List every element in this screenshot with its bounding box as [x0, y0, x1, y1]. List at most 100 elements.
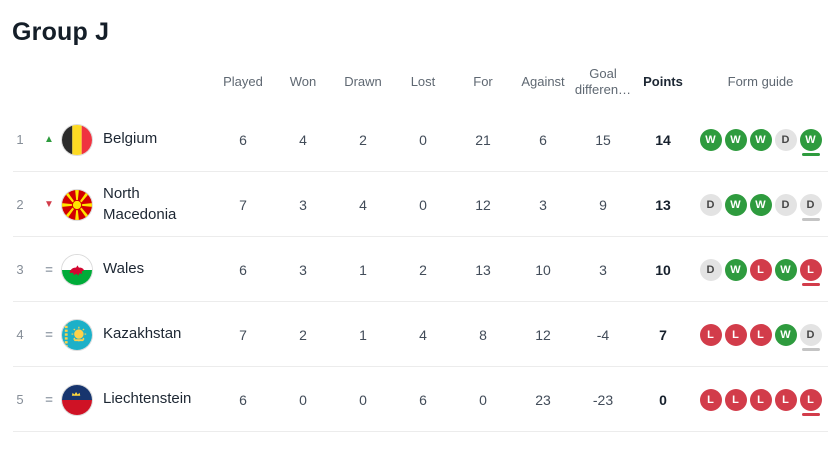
stat-goal-difference: -4	[596, 326, 610, 343]
form-pill-3[interactable]: W	[749, 193, 772, 216]
movement-equal-icon: =	[45, 392, 53, 407]
stat-drawn: 2	[359, 131, 367, 148]
team-name[interactable]: Liechtenstein	[103, 390, 192, 408]
team-row-belgium[interactable]: 1 ▲ Belgium 6 4 2 0 21 6 15 14 W W W D W	[0, 107, 828, 172]
stat-goal-difference: 9	[599, 196, 607, 213]
team-name[interactable]: Wales	[103, 260, 145, 278]
form-pill-2[interactable]: L	[724, 388, 747, 411]
col-header-played: Played	[223, 73, 263, 89]
stat-points: 0	[659, 391, 667, 408]
col-header-drawn: Drawn	[344, 73, 382, 89]
form-pill-4[interactable]: D	[774, 193, 797, 216]
stat-for: 13	[475, 261, 491, 278]
stat-for: 8	[479, 326, 487, 343]
stat-played: 6	[239, 391, 247, 408]
stat-won: 0	[299, 391, 307, 408]
stat-against: 6	[539, 131, 547, 148]
form-pill-1[interactable]: D	[699, 193, 722, 216]
team-row-north-macedonia[interactable]: 2 ▼ North Macedonia 7 3 4 0 12 3 9 13 D …	[0, 172, 828, 237]
col-header-points: Points	[643, 73, 683, 89]
movement-up-icon: ▲	[44, 133, 54, 145]
form-pill-3[interactable]: L	[749, 323, 772, 346]
form-pill-5-latest[interactable]: W	[799, 128, 822, 156]
team-row-liechtenstein[interactable]: 5 = Liechtenstein 6 0 0 6 0 23 -23 0 L L…	[0, 367, 828, 432]
movement-equal-icon: =	[45, 327, 53, 342]
form-pill-5-latest[interactable]: D	[799, 193, 822, 221]
team-row-wales[interactable]: 3 = Wales 6 3 1 2 13 10 3 10 D W L W L	[0, 237, 828, 302]
team-name[interactable]: Belgium	[103, 130, 158, 148]
position-number: 1	[16, 132, 24, 147]
form-guide: D W W D D	[693, 193, 828, 221]
stat-won: 4	[299, 131, 307, 148]
form-pill-3[interactable]: L	[749, 258, 772, 281]
form-pill-5-latest[interactable]: D	[799, 323, 822, 351]
team-name[interactable]: North Macedonia	[103, 185, 177, 223]
form-pill-2[interactable]: W	[724, 193, 747, 216]
form-pill-2[interactable]: W	[724, 128, 747, 151]
col-header-goal-difference: Goal differen…	[574, 65, 632, 97]
stat-against: 3	[539, 196, 547, 213]
form-guide: W W W D W	[693, 128, 828, 156]
form-pill-4[interactable]: W	[774, 258, 797, 281]
team-row-kazakhstan[interactable]: 4 = Kazakhstan 7 2 1 4 8 12 -4 7 L L L W…	[0, 302, 828, 367]
form-pill-2[interactable]: W	[724, 258, 747, 281]
stat-for: 21	[475, 131, 491, 148]
form-pill-5-latest[interactable]: L	[799, 258, 822, 286]
stat-lost: 4	[419, 326, 427, 343]
stat-drawn: 1	[359, 326, 367, 343]
col-header-lost: Lost	[410, 73, 436, 89]
form-pill-5-latest[interactable]: L	[799, 388, 822, 416]
stat-points: 13	[655, 196, 671, 213]
stat-goal-difference: 3	[599, 261, 607, 278]
stat-for: 0	[479, 391, 487, 408]
stat-played: 7	[239, 326, 247, 343]
table-header-row: Played Won Drawn Lost For Against Goal d…	[0, 57, 828, 107]
group-title: Group J	[12, 18, 110, 46]
stat-won: 3	[299, 261, 307, 278]
stat-won: 3	[299, 196, 307, 213]
movement-down-icon: ▼	[44, 198, 54, 210]
stat-against: 10	[535, 261, 551, 278]
stat-played: 6	[239, 131, 247, 148]
col-header-form-guide: Form guide	[727, 73, 794, 89]
stat-points: 7	[659, 326, 667, 343]
form-pill-4[interactable]: W	[774, 323, 797, 346]
col-header-won: Won	[289, 73, 317, 89]
north-macedonia-flag-icon	[61, 188, 93, 221]
stat-drawn: 4	[359, 196, 367, 213]
stat-drawn: 1	[359, 261, 367, 278]
stat-lost: 0	[419, 131, 427, 148]
form-guide: L L L L L	[693, 388, 828, 416]
position-number: 4	[16, 327, 24, 342]
wales-flag-icon	[61, 253, 93, 286]
position-number: 2	[16, 197, 24, 212]
stat-lost: 6	[419, 391, 427, 408]
movement-equal-icon: =	[45, 262, 53, 277]
form-pill-1[interactable]: L	[699, 388, 722, 411]
stat-against: 12	[535, 326, 551, 343]
form-pill-4[interactable]: D	[774, 128, 797, 151]
form-guide: D W L W L	[693, 258, 828, 286]
stat-lost: 0	[419, 196, 427, 213]
form-pill-1[interactable]: L	[699, 323, 722, 346]
stat-drawn: 0	[359, 391, 367, 408]
form-pill-3[interactable]: W	[749, 128, 772, 151]
form-pill-4[interactable]: L	[774, 388, 797, 411]
stat-for: 12	[475, 196, 491, 213]
stat-won: 2	[299, 326, 307, 343]
col-header-against: Against	[521, 73, 565, 89]
form-pill-1[interactable]: W	[699, 128, 722, 151]
form-pill-3[interactable]: L	[749, 388, 772, 411]
position-number: 5	[16, 392, 24, 407]
kazakhstan-flag-icon	[61, 318, 93, 351]
form-pill-2[interactable]: L	[724, 323, 747, 346]
form-guide: L L L W D	[693, 323, 828, 351]
team-name[interactable]: Kazakhstan	[103, 325, 182, 343]
position-number: 3	[16, 262, 24, 277]
form-pill-1[interactable]: D	[699, 258, 722, 281]
standings-page: Group J Played Won Drawn Lost For Agains…	[0, 18, 828, 455]
stat-lost: 2	[419, 261, 427, 278]
liechtenstein-flag-icon	[61, 383, 93, 416]
col-header-for: For	[473, 73, 493, 89]
stat-goal-difference: 15	[595, 131, 611, 148]
